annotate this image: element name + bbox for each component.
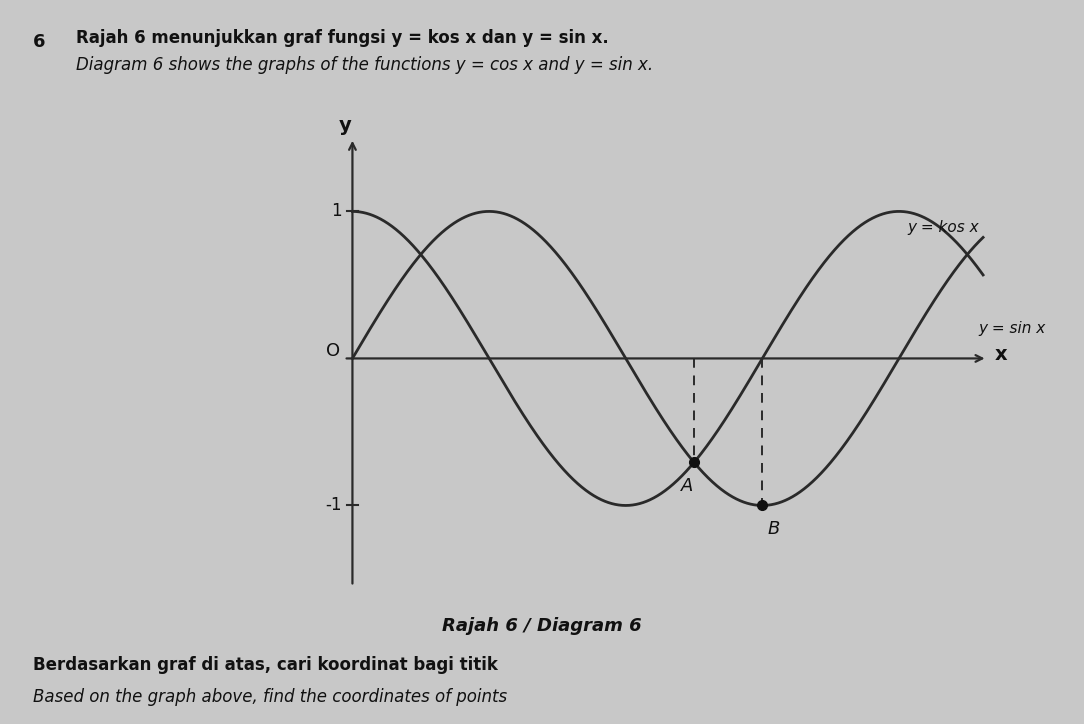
Text: y = kos x: y = kos x: [907, 220, 979, 235]
Text: y = sin x: y = sin x: [979, 321, 1046, 336]
Text: Based on the graph above, find the coordinates of points: Based on the graph above, find the coord…: [33, 688, 512, 706]
Text: 6: 6: [33, 33, 46, 51]
Text: Berdasarkan graf di atas, cari koordinat bagi titik: Berdasarkan graf di atas, cari koordinat…: [33, 656, 503, 674]
Text: A: A: [681, 477, 694, 495]
Text: Diagram 6 shows the graphs of the functions y = cos x and y = sin x.: Diagram 6 shows the graphs of the functi…: [76, 56, 653, 75]
Text: x: x: [994, 345, 1007, 363]
Text: -1: -1: [325, 497, 341, 515]
Text: O: O: [326, 342, 340, 360]
Text: 1: 1: [332, 203, 343, 220]
Text: Rajah 6 / Diagram 6: Rajah 6 / Diagram 6: [442, 618, 642, 635]
Text: Rajah 6 menunjukkan graf fungsi y = kos x dan y = sin x.: Rajah 6 menunjukkan graf fungsi y = kos …: [76, 29, 608, 47]
Text: B: B: [767, 520, 780, 538]
Text: y: y: [339, 116, 352, 135]
